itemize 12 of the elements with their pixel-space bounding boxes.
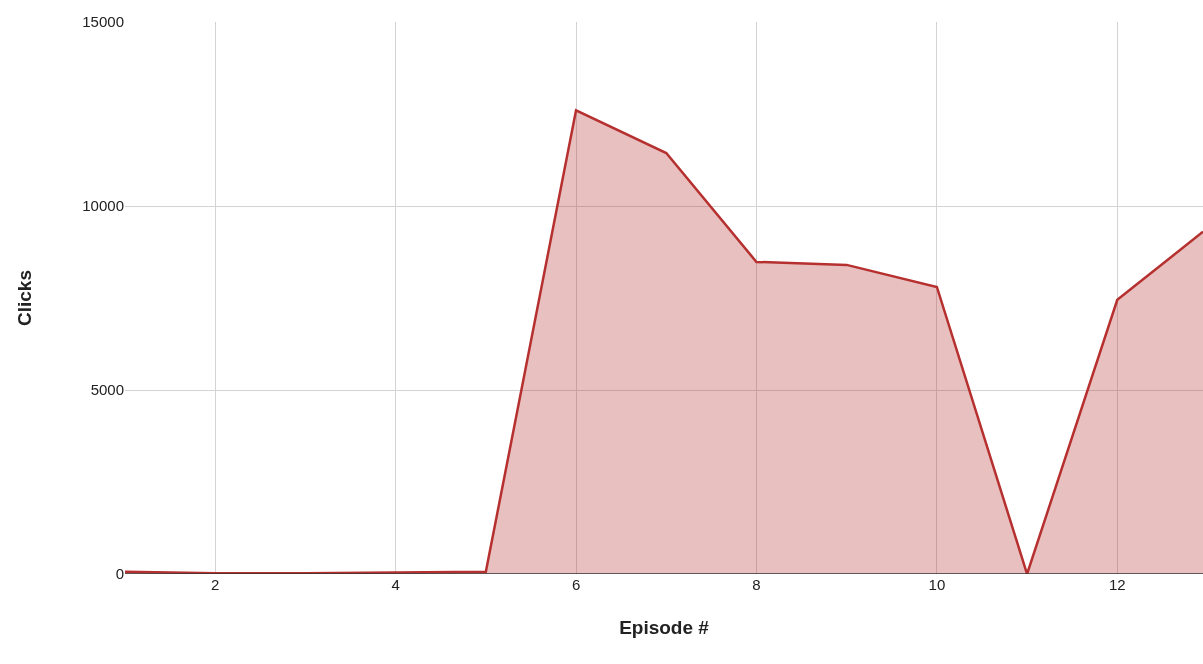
y-tick-label: 10000 <box>82 197 124 215</box>
x-tick-label: 2 <box>211 576 220 593</box>
y-axis-title: Clicks <box>14 270 36 326</box>
x-tick-label: 6 <box>571 576 581 593</box>
x-tick-label: 8 <box>752 576 761 593</box>
x-tick-label: 12 <box>1108 576 1126 593</box>
x-tick-label: 4 <box>391 576 400 593</box>
x-axis-title: Episode # <box>619 616 710 638</box>
y-tick-label: 0 <box>115 565 124 583</box>
y-tick-label: 5000 <box>90 381 124 399</box>
y-tick-label: 15000 <box>82 13 124 31</box>
x-tick-label: 10 <box>928 576 946 593</box>
